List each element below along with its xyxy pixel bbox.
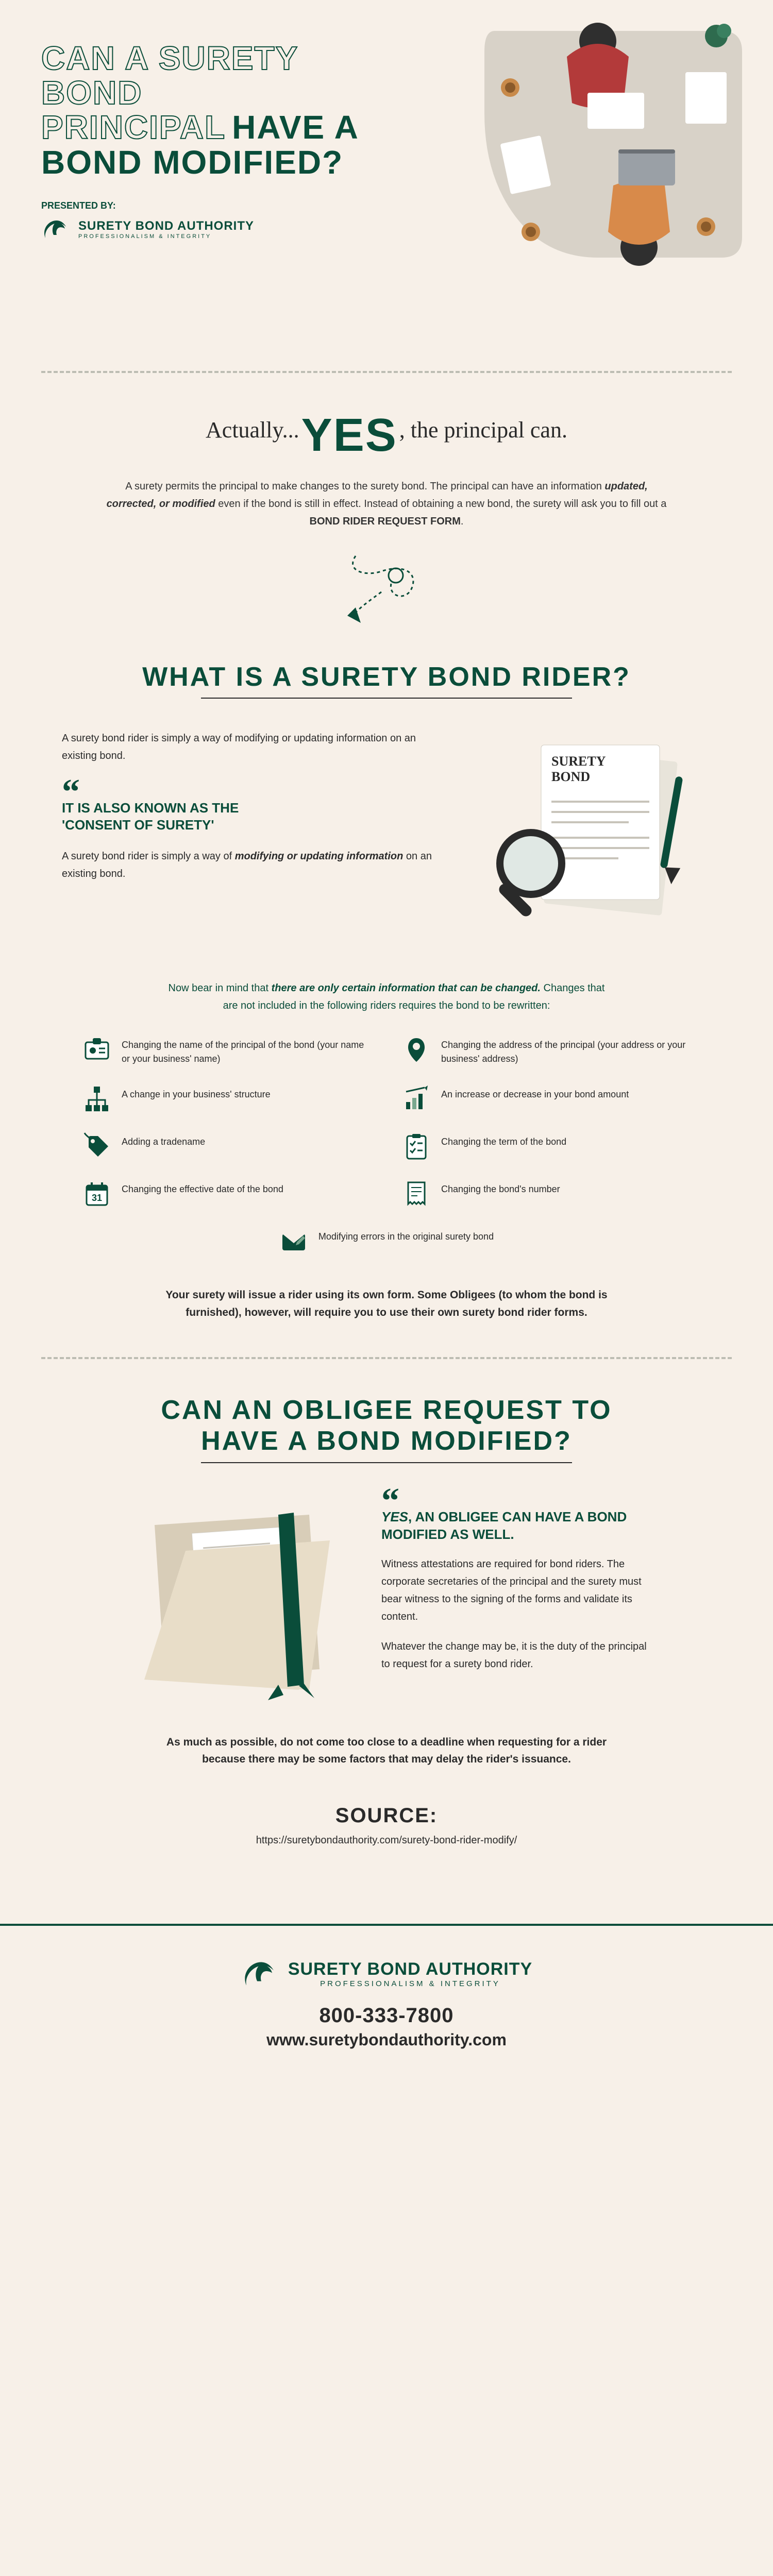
heading-rule [201, 698, 572, 699]
org-chart-icon [82, 1084, 111, 1113]
tail-text: , the principal can. [399, 417, 567, 443]
title-block: CAN A SURETY BOND PRINCIPAL HAVE A BOND … [41, 41, 361, 242]
doc-title-line1: SURETY [551, 754, 606, 769]
title-line-3b: BOND MODIFIED? [41, 145, 361, 180]
list-item: Modifying errors in the original surety … [279, 1227, 494, 1256]
deadline-paragraph: As much as possible, do not come too clo… [103, 1734, 670, 1768]
list-item: Adding a tradename [82, 1132, 371, 1161]
list-item-text: A change in your business' structure [122, 1084, 271, 1101]
list-item: Changing the name of the principal of th… [82, 1035, 371, 1066]
p2-em: modifying or updating information [235, 851, 404, 862]
intro-bold: BOND RIDER REQUEST FORM [310, 516, 461, 527]
map-pin-icon [402, 1035, 431, 1064]
squiggle-arrow-icon [335, 551, 438, 623]
id-badge-icon [82, 1035, 111, 1064]
footer-logo: SURETY BOND AUTHORITY PROFESSIONALISM & … [0, 1957, 773, 1991]
footer-logo-main: SURETY BOND AUTHORITY [288, 1959, 532, 1979]
intro-end: . [461, 516, 464, 527]
brand-logo: SURETY BOND AUTHORITY PROFESSIONALISM & … [41, 216, 361, 242]
list-item-text: Changing the term of the bond [441, 1132, 566, 1149]
title-line-3a: HAVE A [232, 109, 359, 146]
consent-l1: IT IS ALSO KNOWN AS THE [62, 800, 239, 816]
calendar-icon: 31 [82, 1179, 111, 1208]
header: CAN A SURETY BOND PRINCIPAL HAVE A BOND … [0, 0, 773, 371]
intro-mid: even if the bond is still in effect. Ins… [215, 498, 667, 510]
horse-logo-icon [41, 216, 72, 242]
footer-logo-sub: PROFESSIONALISM & INTEGRITY [288, 1979, 532, 1988]
intro-pre: A surety permits the principal to make c… [125, 481, 604, 492]
logo-main-text: SURETY BOND AUTHORITY [78, 219, 254, 233]
footer-phone: 800-333-7800 [0, 2004, 773, 2027]
yes-text: YES [301, 410, 397, 461]
list-item: A change in your business' structure [82, 1084, 371, 1113]
title-line-1: CAN A SURETY BOND [41, 41, 361, 110]
note-em: there are only certain information that … [272, 982, 541, 994]
actually-yes-line: Actually... YES , the principal can. [62, 409, 711, 462]
obligee-heading: CAN AN OBLIGEE REQUEST TO HAVE A BOND MO… [62, 1395, 711, 1457]
rider-right-illustration: SURETY BOND [474, 730, 711, 948]
list-item: An increase or decrease in your bond amo… [402, 1084, 691, 1113]
obligee-p1: Witness attestations are required for bo… [381, 1555, 649, 1625]
heading-rule [201, 1462, 572, 1463]
obligee-right-column: “ YES, AN OBLIGEE CAN HAVE A BOND MODIFI… [381, 1494, 649, 1673]
rider-left-column: A surety bond rider is simply a way of m… [62, 730, 443, 883]
list-item-text: Adding a tradename [122, 1132, 205, 1149]
obligee-yes-rest: , AN OBLIGEE CAN HAVE A BOND MODIFIED AS… [381, 1509, 627, 1542]
section-obligee: CAN AN OBLIGEE REQUEST TO HAVE A BOND MO… [0, 1359, 773, 1883]
doc-title-line2: BOND [551, 769, 590, 784]
consent-heading: IT IS ALSO KNOWN AS THE 'CONSENT OF SURE… [62, 800, 443, 833]
obligee-h-l2: HAVE A BOND MODIFIED? [201, 1426, 572, 1456]
list-item-text: Changing the address of the principal (y… [441, 1035, 691, 1066]
quote-mark-icon: “ [381, 1494, 649, 1509]
note-paragraph: Now bear in mind that there are only cer… [103, 979, 670, 1014]
bar-chart-icon [402, 1084, 431, 1113]
obligee-yes-heading: YES, AN OBLIGEE CAN HAVE A BOND MODIFIED… [381, 1509, 649, 1544]
obligee-p2: Whatever the change may be, it is the du… [381, 1638, 649, 1673]
rider-heading: WHAT IS A SURETY BOND RIDER? [0, 662, 773, 692]
list-item-text: Changing the name of the principal of th… [122, 1035, 371, 1066]
source-url: https://suretybondauthority.com/surety-b… [62, 1835, 711, 1846]
folder-illustration [124, 1494, 350, 1703]
rider-p2: A surety bond rider is simply a way of m… [62, 848, 443, 883]
checklist-icon [402, 1132, 431, 1161]
section-what-is-rider: WHAT IS A SURETY BOND RIDER? A surety bo… [0, 662, 773, 1321]
footer-url: www.suretybondauthority.com [0, 2030, 773, 2049]
price-tag-icon [82, 1132, 111, 1161]
meeting-table-illustration [433, 10, 752, 299]
obligee-h-l1: CAN AN OBLIGEE REQUEST TO [161, 1395, 612, 1425]
logo-sub-text: PROFESSIONALISM & INTEGRITY [78, 233, 254, 240]
title-line-2: PRINCIPAL [41, 109, 226, 146]
changes-grid: Changing the name of the principal of th… [0, 1035, 773, 1256]
p2-pre: A surety bond rider is simply a way of [62, 851, 235, 862]
obligee-yes-em: YES [381, 1509, 408, 1524]
list-item: Changing the address of the principal (y… [402, 1035, 691, 1066]
list-item: 31 Changing the effective date of the bo… [82, 1179, 371, 1208]
document-magnifier-icon: SURETY BOND [474, 730, 711, 946]
receipt-icon [402, 1179, 431, 1208]
list-item-text: Modifying errors in the original surety … [318, 1227, 494, 1244]
actually-text: Actually... [206, 417, 299, 443]
rider-p1: A surety bond rider is simply a way of m… [62, 730, 443, 765]
list-item-text: Changing the effective date of the bond [122, 1179, 283, 1196]
issue-paragraph: Your surety will issue a rider using its… [103, 1286, 670, 1321]
folder-document-icon [124, 1494, 350, 1700]
envelope-edit-icon [279, 1227, 308, 1256]
list-item-text: An increase or decrease in your bond amo… [441, 1084, 629, 1101]
list-item-text: Changing the bond's number [441, 1179, 560, 1196]
quote-mark-icon: “ [62, 785, 443, 800]
footer: SURETY BOND AUTHORITY PROFESSIONALISM & … [0, 1924, 773, 2086]
list-item: Changing the bond's number [402, 1179, 691, 1208]
intro-paragraph: A surety permits the principal to make c… [103, 478, 670, 530]
consent-l2: 'CONSENT OF SURETY' [62, 817, 214, 833]
presented-by-label: PRESENTED BY: [41, 200, 361, 211]
note-pre: Now bear in mind that [169, 982, 272, 994]
svg-text:31: 31 [92, 1193, 102, 1203]
horse-logo-icon [241, 1957, 282, 1991]
list-item: Changing the term of the bond [402, 1132, 691, 1161]
source-heading: SOURCE: [62, 1804, 711, 1827]
section-actually-yes: Actually... YES , the principal can. A s… [0, 373, 773, 662]
